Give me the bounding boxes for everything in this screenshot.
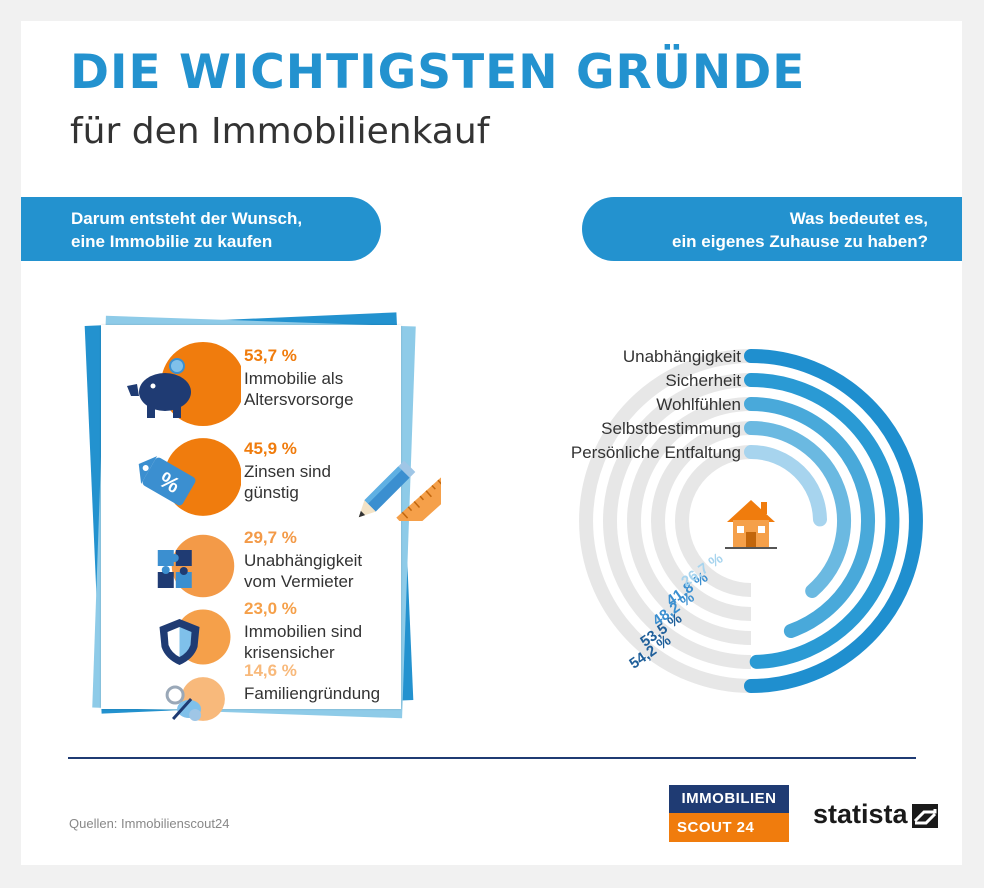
logo-bottom-text: SCOUT 24 — [669, 813, 789, 842]
house-icon — [725, 500, 777, 549]
percent-tag-icon: % — [138, 456, 196, 506]
radial-category-label: Wohlfühlen — [656, 395, 741, 414]
radial-track — [627, 397, 752, 645]
reason-value: 23,0 % — [244, 599, 297, 618]
reason-value: 14,6 % — [244, 661, 297, 680]
radial-bar — [744, 372, 900, 669]
reason-bubble — [127, 342, 241, 426]
statista-wordmark: statista — [813, 799, 908, 829]
radial-track — [675, 445, 752, 597]
radial-bar — [744, 349, 923, 693]
right-section-heading: Was bedeutet es, ein eigenes Zuhause zu … — [582, 197, 962, 261]
reason-label: Zinsen sind günstig — [244, 461, 331, 503]
radial-track — [603, 373, 752, 669]
reason-label-line: Familiengründung — [244, 684, 381, 703]
reason-label-line: vom Vermieter — [244, 572, 354, 591]
radial-track — [651, 421, 752, 621]
reason-label: Immobilie als Altersvorsorge — [244, 368, 354, 410]
pacifier-icon — [165, 685, 202, 721]
reason-label-line: Immobilien sind — [244, 622, 363, 641]
reason-value: 45,9 % — [244, 439, 297, 458]
statista-logo: statista — [813, 799, 938, 830]
footer-divider — [68, 757, 916, 759]
reason-bubble — [165, 677, 225, 721]
reason-label: Unabhängigkeit vom Vermieter — [244, 550, 362, 592]
reason-label-line: Zinsen sind — [244, 462, 331, 481]
page-title: DIE WICHTIGSTEN GRÜNDE — [70, 45, 806, 100]
reason-bubble — [157, 534, 235, 598]
reason-label-line: günstig — [244, 483, 299, 502]
logo-top-text: IMMOBILIEN — [669, 785, 789, 813]
source-note: Quellen: Immobilienscout24 — [69, 816, 230, 831]
reason-label-line: Unabhängigkeit — [244, 551, 363, 570]
infographic-card: DIE WICHTIGSTEN GRÜNDE für den Immobilie… — [21, 21, 962, 865]
statista-mark-icon — [911, 803, 938, 828]
reason-value: 29,7 % — [244, 528, 297, 547]
reason-bubble — [159, 609, 231, 665]
ruler-icon — [396, 473, 441, 521]
reason-label: Familiengründung — [244, 683, 380, 704]
left-section-heading: Darum entsteht der Wunsch, eine Immobili… — [21, 197, 381, 261]
reason-label: Immobilien sind krisensicher — [244, 621, 362, 663]
left-heading-line2: eine Immobilie zu kaufen — [71, 232, 273, 251]
right-heading-line2: ein eigenes Zuhause zu haben? — [672, 232, 928, 251]
radial-track — [579, 349, 752, 693]
reason-label-line: Altersvorsorge — [244, 390, 354, 409]
reason-label-line: krisensicher — [244, 643, 335, 662]
right-heading-line1: Was bedeutet es, — [789, 209, 928, 228]
radial-category-label: Unabhängigkeit — [623, 347, 741, 366]
radial-category-label: Selbstbestimmung — [601, 419, 741, 438]
reason-value: 53,7 % — [244, 346, 297, 365]
shield-icon — [159, 619, 200, 665]
reason-label-line: Immobilie als — [244, 369, 344, 388]
radial-bar — [744, 397, 876, 638]
immobilienscout-logo: IMMOBILIEN SCOUT 24 — [669, 785, 789, 842]
radial-bar — [744, 445, 827, 527]
piggy-bank-icon — [127, 358, 191, 418]
radial-category-label: Sicherheit — [665, 371, 741, 390]
pencil-ruler-icon — [358, 460, 441, 521]
radial-category-label: Persönliche Entfaltung — [571, 443, 741, 462]
puzzle-icon — [157, 550, 192, 588]
reason-bubble: % — [138, 438, 241, 516]
radial-bar — [744, 421, 851, 598]
left-heading-line1: Darum entsteht der Wunsch, — [71, 209, 303, 228]
page-subtitle: für den Immobilienkauf — [70, 111, 490, 152]
